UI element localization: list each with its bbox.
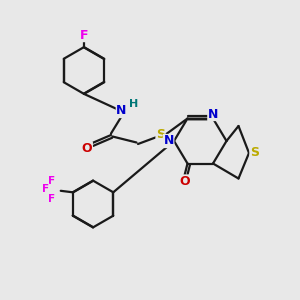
Text: O: O bbox=[179, 175, 190, 188]
Text: S: S bbox=[250, 146, 259, 160]
Text: F: F bbox=[80, 28, 88, 42]
Text: N: N bbox=[116, 104, 127, 118]
Text: F: F bbox=[48, 194, 55, 204]
Text: N: N bbox=[164, 134, 174, 148]
Text: S: S bbox=[156, 128, 165, 142]
Text: N: N bbox=[208, 107, 218, 121]
Text: O: O bbox=[82, 142, 92, 155]
Text: F: F bbox=[48, 176, 55, 186]
Text: F: F bbox=[42, 184, 49, 194]
Text: H: H bbox=[130, 99, 139, 110]
